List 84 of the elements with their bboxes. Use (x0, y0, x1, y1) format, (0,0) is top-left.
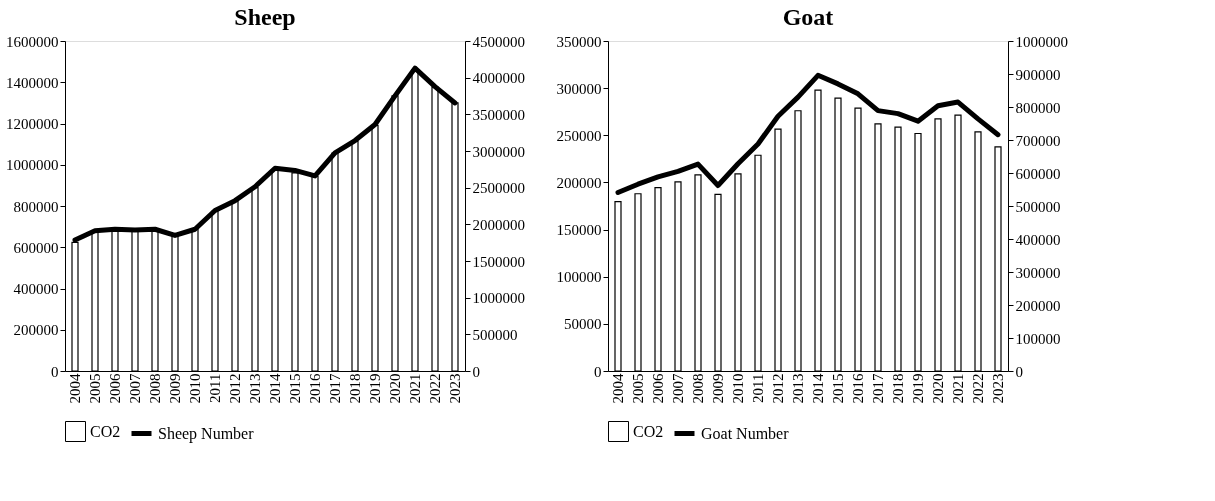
y2-tick-label: 4000000 (472, 70, 525, 87)
y-tick-label: 1200000 (6, 116, 59, 132)
x-tick-label: 2015 (287, 373, 303, 404)
y2-tick-label: 300000 (1015, 264, 1061, 281)
x-tick-label: 2008 (690, 373, 706, 404)
y2-tick-label: 900000 (1015, 66, 1061, 83)
x-tick-label: 2006 (650, 373, 666, 404)
x-tick-label: 2014 (267, 373, 283, 404)
x-tick-label: 2022 (970, 373, 986, 404)
y-tick-label: 150000 (556, 222, 602, 239)
y-tick-label: 1000000 (6, 157, 59, 174)
y-tick-label: 800000 (13, 198, 59, 215)
x-tick-label: 2013 (247, 373, 263, 404)
y2-tick-label: 3000000 (472, 143, 525, 160)
x-tick-label: 2007 (670, 373, 686, 404)
y-tick-label: 400000 (13, 281, 59, 297)
y-tick-label: 0 (594, 363, 602, 380)
y2-tick-label: 1000000 (472, 290, 525, 307)
y2-tick-label: 200000 (1015, 297, 1061, 314)
y2-tick-label: 0 (472, 363, 480, 380)
x-tick-label: 2021 (407, 373, 423, 404)
y-tick-label: 50000 (564, 316, 602, 333)
x-tick-label: 2009 (167, 373, 183, 404)
y-tick-label: 350000 (556, 33, 602, 50)
x-tick-label: 2008 (147, 373, 163, 404)
x-tick-label: 2014 (810, 373, 826, 404)
x-tick-label: 2020 (930, 373, 946, 404)
x-tick-label: 2012 (770, 373, 786, 404)
y2-tick-label: 4500000 (472, 33, 525, 50)
x-tick-label: 2011 (207, 373, 223, 403)
x-tick-label: 2015 (830, 373, 846, 404)
y-tick-label: 1600000 (6, 33, 59, 50)
x-tick-label: 2017 (870, 373, 886, 404)
y2-tick-label: 700000 (1015, 132, 1061, 149)
legend-label: CO2 (633, 422, 664, 440)
y2-tick-label: 1000000 (1015, 33, 1068, 50)
y2-tick-label: 1500000 (472, 253, 525, 270)
chart-title: Sheep (234, 4, 296, 30)
y-tick-label: 1400000 (6, 74, 59, 91)
y-tick-label: 0 (51, 363, 59, 380)
x-tick-label: 2010 (730, 373, 746, 404)
x-tick-label: 2019 (910, 373, 926, 404)
x-tick-label: 2004 (610, 373, 626, 404)
y2-tick-label: 100000 (1015, 330, 1061, 347)
x-tick-label: 2018 (890, 373, 906, 404)
x-tick-label: 2004 (67, 373, 83, 404)
x-tick-label: 2011 (750, 373, 766, 403)
y-tick-label: 250000 (556, 127, 602, 144)
x-tick-label: 2022 (427, 373, 443, 404)
x-tick-label: 2019 (367, 373, 383, 404)
y-tick-label: 200000 (13, 322, 59, 339)
x-tick-label: 2018 (347, 373, 363, 404)
legend-label: Goat Number (701, 424, 790, 442)
x-tick-label: 2023 (447, 373, 463, 404)
x-tick-label: 2009 (710, 373, 726, 404)
x-tick-label: 2013 (790, 373, 806, 404)
x-tick-label: 2020 (387, 373, 403, 404)
y2-tick-label: 500000 (1015, 198, 1061, 215)
x-tick-label: 2023 (990, 373, 1006, 404)
y2-tick-label: 500000 (472, 326, 518, 343)
y2-tick-label: 3500000 (472, 106, 525, 123)
chart-title: Goat (782, 4, 834, 30)
y2-tick-label: 2000000 (472, 216, 525, 233)
y-tick-label: 600000 (13, 239, 59, 256)
x-tick-label: 2016 (307, 373, 323, 404)
y2-tick-label: 400000 (1015, 231, 1061, 248)
legend-label: CO2 (90, 422, 121, 440)
x-tick-label: 2017 (327, 373, 343, 404)
y2-tick-label: 800000 (1015, 99, 1061, 116)
x-tick-label: 2006 (107, 373, 123, 404)
x-tick-label: 2007 (127, 373, 143, 404)
legend-label: Sheep Number (158, 424, 255, 443)
x-tick-label: 2010 (187, 373, 203, 404)
y2-tick-label: 0 (1015, 363, 1023, 380)
x-tick-label: 2012 (227, 373, 243, 404)
y2-tick-label: 600000 (1015, 165, 1061, 182)
x-tick-label: 2016 (850, 373, 866, 404)
x-tick-label: 2005 (630, 373, 646, 404)
x-tick-label: 2005 (87, 373, 103, 404)
y2-tick-label: 2500000 (472, 180, 525, 197)
y-tick-label: 300000 (556, 80, 602, 97)
x-tick-label: 2021 (950, 373, 966, 404)
y-tick-label: 100000 (556, 269, 602, 286)
y-tick-label: 200000 (556, 174, 602, 191)
